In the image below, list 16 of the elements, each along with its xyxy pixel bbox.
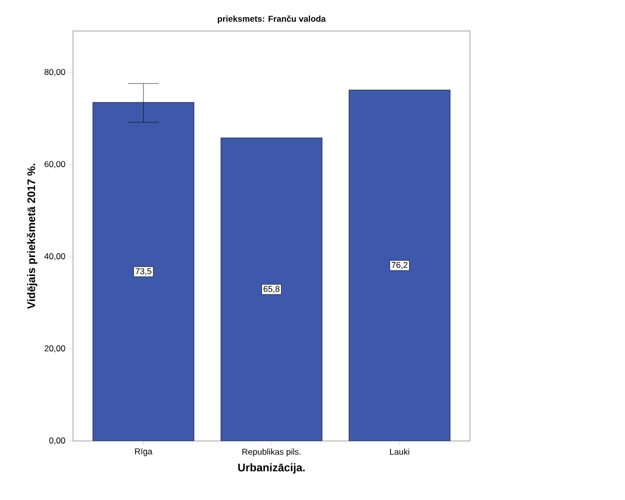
y-tick-label: 0,00 [49,437,66,444]
y-tick-label: 20,00 [44,345,66,352]
data-label: 73,5 [136,268,152,276]
x-tick-label: Republikas pils. [242,448,300,456]
x-tick-label: Lauki [390,448,410,455]
x-tick-label: Rīga [135,448,152,456]
bar [220,138,322,441]
bar [348,90,450,441]
y-axis-title: Vidējais priekšmetā 2017 %. [26,164,38,309]
data-label: 76,2 [392,262,408,269]
data-label: 65,8 [264,286,280,293]
x-axis-title: Urbanizācija. [238,463,305,474]
chart-title: prieksmets: Franču valoda [218,15,326,24]
y-tick-label: 40,00 [44,253,66,260]
y-tick-label: 80,00 [44,68,66,76]
y-tick-label: 60,00 [44,161,66,168]
